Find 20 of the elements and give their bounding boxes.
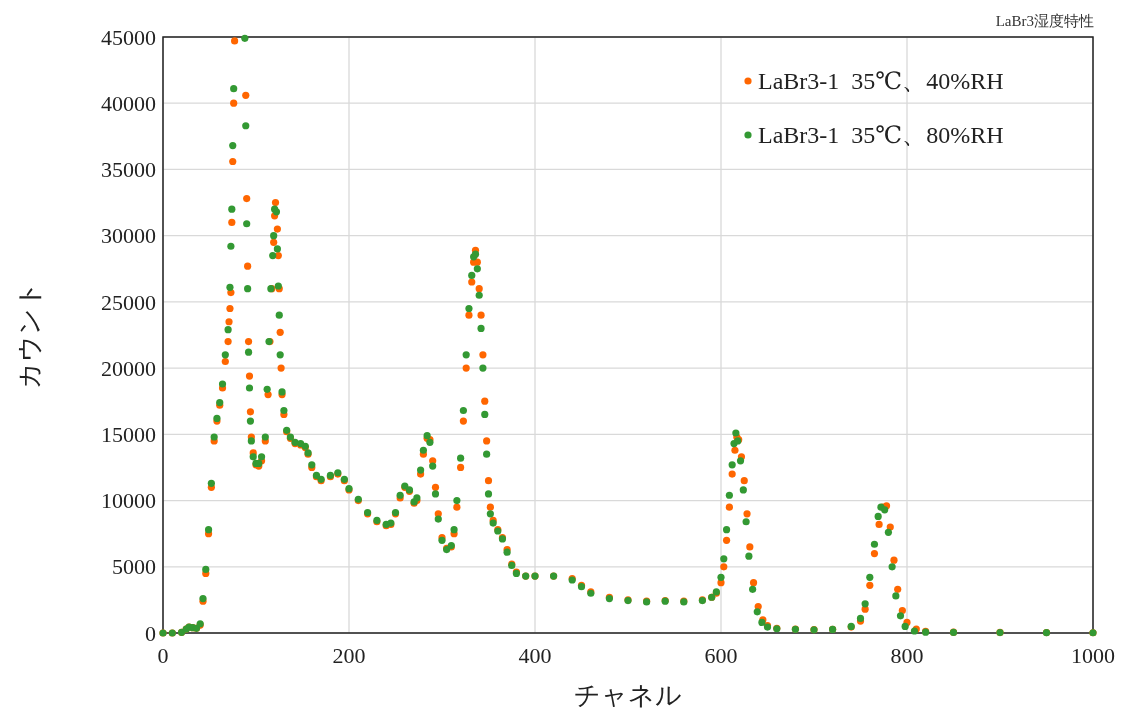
legend-label: LaBr3-1 35℃、40%RH — [758, 68, 1004, 95]
y-tick-label: 15000 — [101, 422, 156, 448]
x-tick-label: 800 — [890, 643, 924, 668]
y-tick-label: 0 — [145, 620, 156, 646]
x-tick-label: 200 — [332, 643, 366, 668]
y-tick-label: 30000 — [101, 223, 156, 249]
y-tick-label: 40000 — [101, 90, 156, 116]
x-tick-label: 1000 — [1071, 643, 1115, 668]
y-tick-label: 35000 — [101, 157, 156, 183]
x-axis-title: チャネル — [574, 681, 682, 710]
x-tick-label: 600 — [704, 643, 738, 668]
y-tick-label: 10000 — [101, 488, 156, 514]
y-tick-label: 20000 — [101, 355, 156, 381]
y-tick-label: 5000 — [112, 554, 156, 580]
y-tick-label: 45000 — [101, 24, 156, 50]
y-tick-label: 25000 — [101, 289, 156, 315]
y-axis-title: カウント — [15, 281, 44, 389]
x-tick-label: 400 — [518, 643, 552, 668]
chart-title: LaBr3湿度特性 — [995, 13, 1094, 29]
legend-label: LaBr3-1 35℃、80%RH — [758, 122, 1004, 149]
